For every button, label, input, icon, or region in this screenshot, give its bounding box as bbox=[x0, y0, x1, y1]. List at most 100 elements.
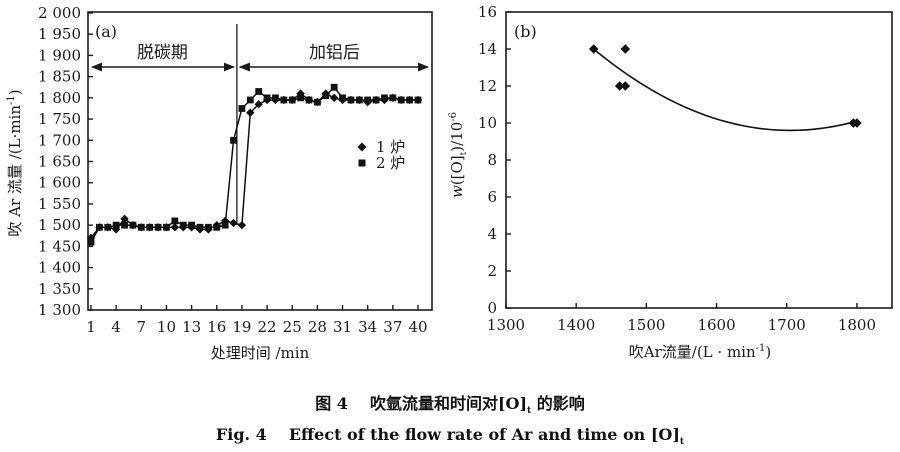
y-tick-label-a: 1 800 bbox=[38, 89, 81, 107]
y-tick-label-a: 1 850 bbox=[38, 68, 81, 86]
data-point-square bbox=[95, 223, 103, 231]
data-point-diamond bbox=[329, 93, 339, 103]
data-point-square bbox=[280, 96, 288, 104]
y-tick-label-b: 14 bbox=[478, 40, 497, 58]
x-tick-label-a: 40 bbox=[408, 318, 427, 336]
y-tick-label-a: 1 550 bbox=[38, 195, 81, 213]
data-point-diamond bbox=[111, 225, 121, 234]
data-point-square bbox=[171, 217, 179, 225]
data-point-diamond bbox=[120, 214, 129, 223]
x-tick-label-a: 13 bbox=[182, 318, 201, 336]
data-point-square bbox=[381, 94, 388, 102]
x-axis-title-b: 吹Ar流量/(L · min-1) bbox=[629, 343, 771, 361]
data-point-square bbox=[238, 105, 246, 112]
y-tick-label-b: 12 bbox=[478, 77, 497, 95]
data-point-square bbox=[406, 96, 414, 104]
caption-english-text: Effect of the flow rate of Ar and time o… bbox=[289, 425, 680, 444]
caption-chinese-sub: t bbox=[527, 406, 532, 416]
x-tick-label-a: 16 bbox=[207, 318, 226, 336]
y-tick-label-a: 1 500 bbox=[38, 216, 81, 234]
data-point-square bbox=[414, 96, 422, 104]
x-axis-title-b-main: 吹Ar流量/(L · min bbox=[629, 343, 756, 361]
legend-label-furnace-2: 2 炉 bbox=[376, 154, 405, 172]
panel-a-line-chart: 1 300 1 350 1 400 1 450 1 500 1 550 1 600 1 650… bbox=[6, 4, 433, 362]
x-tick-label-b: 1600 bbox=[697, 316, 735, 334]
data-point-square bbox=[146, 223, 154, 231]
data-point-square bbox=[330, 83, 338, 91]
y-tick-label-a: 2 000 bbox=[38, 4, 81, 22]
data-point-square bbox=[188, 221, 196, 229]
caption-english: Fig. 4 Effect of the flow rate of Ar and … bbox=[216, 425, 685, 447]
x-tick-label-b: 1800 bbox=[838, 316, 876, 334]
x-tick-label-a: 10 bbox=[157, 318, 176, 336]
data-point-square bbox=[397, 96, 405, 104]
caption-english-sub: t bbox=[680, 437, 685, 447]
data-point-square bbox=[364, 96, 372, 104]
y-tick-label-a: 1 750 bbox=[38, 110, 81, 128]
data-point-square bbox=[339, 94, 346, 102]
data-point-square bbox=[322, 92, 330, 100]
legend-diamond-marker bbox=[357, 142, 367, 152]
series-line-1 bbox=[90, 92, 418, 239]
data-point-square bbox=[112, 221, 120, 229]
y-axis-title-a-end: ) bbox=[6, 89, 24, 95]
y-axis-title-b-sup: -6 bbox=[448, 112, 459, 122]
trendline-curve bbox=[593, 48, 856, 132]
y-tick-label-a: 1 950 bbox=[38, 25, 81, 43]
x-tick-label-a: 28 bbox=[308, 318, 327, 336]
y-tick-label-b: 10 bbox=[478, 114, 497, 132]
caption-english-prefix: Fig. 4 bbox=[216, 425, 267, 444]
data-point-square bbox=[230, 136, 237, 144]
phase-label-after-aluminum: 加铝后 bbox=[309, 43, 360, 63]
x-tick-label-b: 1500 bbox=[627, 316, 665, 334]
y-axis-title-b-sub: t bbox=[459, 151, 469, 155]
data-point-square bbox=[196, 223, 204, 231]
data-point-square bbox=[305, 96, 313, 104]
y-tick-label-b: 2 bbox=[487, 262, 497, 280]
data-point-diamond bbox=[86, 233, 96, 243]
y-tick-label-a: 1 650 bbox=[38, 153, 81, 171]
scatter-point bbox=[614, 81, 625, 91]
data-point-square bbox=[213, 223, 221, 231]
y-axis-title-b: w([O]t)/10-6 bbox=[448, 112, 469, 198]
x-axis-title-b-end: ) bbox=[765, 343, 771, 361]
data-point-square bbox=[204, 223, 212, 231]
y-axis-b: 0 2 4 6 8 10 12 14 16 bbox=[478, 3, 511, 317]
data-point-square bbox=[221, 221, 229, 229]
x-axis-b: 1300 1400 1500 1600 1700 1800 bbox=[487, 303, 876, 334]
data-point-square bbox=[163, 223, 170, 231]
caption-chinese-text: 吹氩流量和时间对[O] bbox=[370, 394, 527, 413]
data-point-square bbox=[263, 94, 271, 102]
data-point-square bbox=[355, 96, 363, 104]
x-tick-label-a: 19 bbox=[232, 318, 251, 336]
data-point-square bbox=[179, 221, 187, 229]
legend: 1 炉 2 炉 bbox=[357, 138, 405, 172]
data-point-square bbox=[347, 96, 355, 104]
x-tick-label-b: 1400 bbox=[557, 316, 595, 334]
legend-square-marker bbox=[358, 159, 366, 167]
y-axis-title-b-mid: ([O] bbox=[448, 155, 466, 185]
y-axis-title-b-w: w bbox=[448, 185, 466, 198]
x-tick-label-a: 4 bbox=[111, 318, 121, 336]
data-point-square bbox=[104, 223, 112, 231]
y-tick-label-a: 1 400 bbox=[38, 259, 81, 277]
caption-chinese-end: 的影响 bbox=[531, 394, 585, 413]
data-point-square bbox=[87, 238, 95, 246]
y-tick-label-a: 1 600 bbox=[38, 174, 81, 192]
data-point-square bbox=[372, 96, 380, 104]
scatter-point bbox=[620, 81, 631, 91]
data-point-diamond bbox=[237, 220, 247, 230]
y-tick-label-b: 4 bbox=[487, 225, 497, 243]
y-tick-label-b: 6 bbox=[487, 188, 497, 206]
panel-label-a: (a) bbox=[95, 22, 117, 41]
data-point-square bbox=[288, 96, 296, 104]
scatter-point bbox=[620, 44, 631, 54]
data-point-square bbox=[137, 223, 145, 231]
y-tick-label-a: 1 300 bbox=[38, 301, 81, 319]
x-tick-label-a: 25 bbox=[283, 318, 302, 336]
x-tick-label-a: 22 bbox=[258, 318, 277, 336]
y-axis-title-b-close: )/10 bbox=[448, 122, 466, 152]
caption-chinese: 图 4 吹氩流量和时间对[O]t 的影响 bbox=[315, 394, 585, 416]
panel-label-b: (b) bbox=[514, 22, 537, 41]
